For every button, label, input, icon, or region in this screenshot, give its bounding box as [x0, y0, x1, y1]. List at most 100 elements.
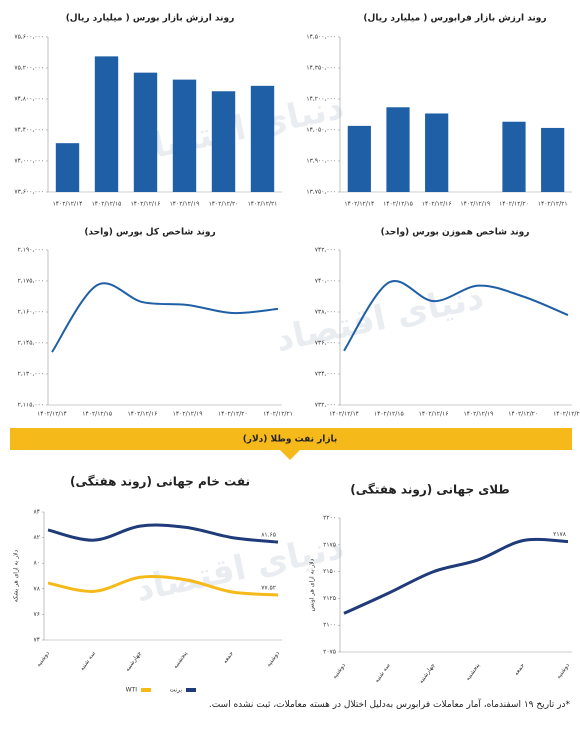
x-tick-label: دوشنبه — [35, 650, 51, 669]
y-tick-label: ۱۳,۷۵۰,۰۰۰ — [306, 189, 336, 196]
y-tick-label: ۷۶ — [34, 611, 40, 618]
x-tick-label: دوشنبه — [265, 650, 281, 669]
y-axis-label: دلار به ازای هر بشکه — [13, 549, 20, 602]
x-tick-label: ۱۴۰۲/۱۲/۱۹ — [173, 411, 203, 418]
y-tick-label: ۲,۱۶۰,۰۰۰ — [18, 309, 44, 316]
banner-title: بازار نفت وطلا (دلار) — [243, 435, 338, 445]
chart-title: روند ارزش بازار بورس ( میلیارد ریال) — [66, 14, 235, 24]
x-tick-label: ۱۴۰۲/۱۲/۱۹ — [463, 411, 493, 418]
bar — [347, 125, 371, 192]
y-tick-label: ۸۴ — [34, 509, 40, 516]
line — [343, 537, 569, 615]
y-tick-label: ۷۴,۰۰۰,۰۰۰ — [14, 158, 44, 165]
x-tick-label: ۱۴۰۲/۱۲/۱۹ — [170, 201, 200, 208]
y-tick-label: ۲,۱۹۰,۰۰۰ — [18, 247, 44, 254]
x-tick-label: چهارشنبه — [124, 650, 143, 673]
x-tick-label: ۱۴۰۲/۱۲/۱۶ — [127, 411, 157, 418]
x-tick-label: ۱۴۰۲/۱۲/۱۹ — [460, 201, 490, 208]
banner — [10, 428, 572, 450]
y-tick-label: ۷۳۶,۰۰۰ — [315, 340, 336, 347]
line — [343, 279, 569, 352]
x-tick-label: ۱۴۰۲/۱۲/۱۵ — [92, 201, 122, 208]
watermark: دنیای اقتصاد — [272, 277, 487, 360]
bar — [250, 85, 275, 192]
x-tick-label: ۱۴۰۲/۱۲/۱۶ — [131, 201, 161, 208]
chart-title: طلای جهانی (روند هفتگی) — [350, 483, 509, 498]
bar — [541, 127, 565, 192]
line — [51, 282, 279, 353]
bar — [55, 143, 80, 192]
y-tick-label: ۲,۱۷۵,۰۰۰ — [18, 278, 44, 285]
y-tick-label: ۲۲۰۰ — [323, 515, 336, 522]
x-tick-label: ۱۴۰۲/۱۲/۲۱ — [553, 411, 580, 418]
y-tick-label: ۱۴,۰۵۰,۰۰۰ — [306, 127, 336, 134]
y-tick-label: ۷۳۲,۰۰۰ — [315, 402, 336, 409]
banner-notch — [280, 450, 300, 460]
x-tick-label: ۱۴۰۲/۱۲/۱۵ — [374, 411, 404, 418]
bar — [211, 91, 236, 192]
y-tick-label: ۲۱۰۰ — [323, 622, 336, 629]
y-tick-label: ۲۰۷۵ — [323, 649, 336, 656]
y-tick-label: ۱۳,۹۰۰,۰۰۰ — [306, 158, 336, 165]
y-tick-label: ۲,۱۱۵,۰۰۰ — [18, 402, 44, 409]
legend-label: WTI — [126, 687, 138, 694]
legend-swatch — [186, 688, 196, 692]
y-tick-label: ۷۸ — [34, 585, 41, 592]
legend-swatch — [141, 688, 151, 692]
data-label: ۷۷.۵۲ — [261, 584, 276, 591]
x-tick-label: ۱۴۰۲/۱۲/۲۰ — [499, 201, 529, 208]
x-tick-label: سه شنبه — [373, 662, 391, 684]
y-tick-label: ۷۵,۶۰۰,۰۰۰ — [14, 34, 44, 41]
x-tick-label: ۱۴۰۲/۱۲/۲۰ — [508, 411, 538, 418]
x-tick-label: سه شنبه — [78, 650, 96, 672]
y-tick-label: ۸۲ — [34, 534, 40, 541]
line — [47, 575, 279, 597]
x-tick-label: چهارشنبه — [417, 662, 436, 685]
x-tick-label: ۱۴۰۲/۱۲/۱۴ — [329, 411, 359, 418]
y-tick-label: ۱۴,۵۰۰,۰۰۰ — [306, 34, 336, 41]
footnote: *در تاریخ ۱۹ اسفندماه، آمار معاملات فراب… — [208, 700, 570, 710]
x-tick-label: ۱۴۰۲/۱۲/۲۱ — [263, 411, 293, 418]
y-tick-label: ۷۳,۶۰۰,۰۰۰ — [14, 189, 44, 196]
y-tick-label: ۷۵,۲۰۰,۰۰۰ — [14, 65, 44, 72]
y-tick-label: ۷۳۴,۰۰۰ — [315, 371, 336, 378]
x-tick-label: ۱۴۰۲/۱۲/۱۵ — [82, 411, 112, 418]
legend-label: برنت — [169, 687, 182, 694]
data-label: ۲۱۷۸ — [553, 531, 567, 538]
bar — [425, 113, 449, 192]
x-tick-label: ۱۴۰۲/۱۲/۱۵ — [383, 201, 413, 208]
x-tick-label: دوشنبه — [555, 662, 571, 681]
y-tick-label: ۲,۱۳۰,۰۰۰ — [18, 371, 44, 378]
x-tick-label: جمعه — [222, 650, 236, 665]
y-tick-label: ۷۳۸,۰۰۰ — [315, 309, 336, 316]
x-tick-label: ۱۴۰۲/۱۲/۲۰ — [209, 201, 239, 208]
x-tick-label: ۱۴۰۲/۱۲/۱۶ — [422, 201, 452, 208]
x-tick-label: پنجشنبه — [464, 662, 481, 682]
x-tick-label: ۱۴۰۲/۱۲/۲۰ — [218, 411, 248, 418]
chart-title: روند شاخص کل بورس (واحد) — [84, 228, 215, 238]
y-tick-label: ۲۱۷۵ — [323, 541, 336, 548]
x-tick-label: ۱۴۰۲/۱۲/۱۴ — [344, 201, 374, 208]
x-tick-label: ۱۴۰۲/۱۲/۱۶ — [419, 411, 449, 418]
y-tick-label: ۲۱۵۰ — [323, 568, 336, 575]
y-tick-label: ۲۱۲۵ — [323, 595, 336, 602]
x-tick-label: ۱۴۰۲/۱۲/۱۴ — [37, 411, 67, 418]
y-tick-label: ۱۴,۲۰۰,۰۰۰ — [306, 96, 336, 103]
bar — [133, 72, 158, 192]
y-axis-label: دلار به ازای هر اونس — [309, 558, 316, 611]
x-tick-label: ۱۴۰۲/۱۲/۱۴ — [53, 201, 83, 208]
y-tick-label: ۸۰ — [34, 560, 40, 567]
x-tick-label: ۱۴۰۲/۱۲/۲۱ — [248, 201, 278, 208]
chart-title: نفت خام جهانی (روند هفتگی) — [70, 475, 250, 490]
chart-title: روند شاخص هموزن بورس (واحد) — [381, 228, 530, 238]
x-tick-label: دوشنبه — [331, 662, 347, 681]
x-tick-label: پنجشنبه — [172, 650, 189, 670]
y-tick-label: ۱۴,۳۵۰,۰۰۰ — [306, 65, 336, 72]
bar — [172, 79, 197, 192]
y-tick-label: ۷۴ — [34, 637, 40, 644]
y-tick-label: ۲,۱۴۵,۰۰۰ — [18, 340, 44, 347]
bar — [386, 107, 410, 192]
y-tick-label: ۷۴۰,۰۰۰ — [315, 278, 336, 285]
